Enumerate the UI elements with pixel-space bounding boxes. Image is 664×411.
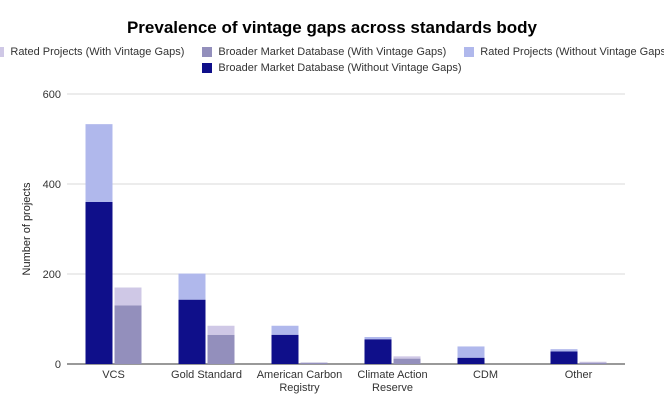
y-tick-label: 200 — [43, 269, 61, 281]
bar-1-0 — [114, 305, 142, 364]
legend-item-rated-without-gaps[interactable]: Rated Projects (Without Vintage Gaps) — [464, 46, 664, 58]
bar-0-3 — [393, 356, 421, 359]
legend-label: Rated Projects (Without Vintage Gaps) — [480, 46, 664, 58]
x-tick-label: American Carbon — [257, 369, 343, 381]
bar-2-4 — [457, 346, 485, 358]
legend: Rated Projects (With Vintage Gaps) Broad… — [0, 46, 664, 78]
x-tick-label: CDM — [473, 369, 498, 381]
y-tick-label: 400 — [43, 179, 61, 191]
bar-1-3 — [393, 358, 421, 364]
bar-3-4 — [457, 357, 485, 364]
legend-item-rated-with-gaps[interactable]: Rated Projects (With Vintage Gaps) — [0, 46, 184, 58]
x-tick-label: Reserve — [372, 382, 413, 394]
x-tick-label: VCS — [102, 369, 125, 381]
x-tick-label: Other — [565, 369, 593, 381]
bar-3-2 — [271, 334, 299, 364]
bar-2-1 — [178, 273, 206, 300]
bar-2-5 — [550, 349, 578, 352]
bar-0-5 — [579, 361, 607, 363]
bar-0-0 — [114, 287, 142, 306]
legend-swatch — [464, 47, 475, 57]
y-axis-title: Number of projects — [21, 182, 33, 275]
legend-item-broader-without-gaps[interactable]: Broader Market Database (Without Vintage… — [202, 62, 462, 74]
legend-item-broader-with-gaps[interactable]: Broader Market Database (With Vintage Ga… — [202, 46, 446, 58]
chart-title: Prevalence of vintage gaps across standa… — [126, 18, 538, 37]
bar-0-1 — [207, 325, 235, 335]
y-tick-label: 0 — [55, 359, 61, 371]
x-tick-label: Registry — [279, 382, 320, 394]
bar-1-5 — [579, 362, 607, 364]
bar-3-5 — [550, 351, 578, 364]
legend-swatch — [0, 47, 5, 57]
bar-3-0 — [85, 202, 113, 364]
x-tick-label: Gold Standard — [171, 369, 242, 381]
legend-row-2: Broader Market Database (Without Vintage… — [0, 62, 664, 74]
legend-swatch — [202, 47, 213, 57]
legend-row-1: Rated Projects (With Vintage Gaps) Broad… — [0, 46, 664, 58]
legend-swatch — [202, 63, 213, 73]
bar-2-2 — [271, 325, 299, 335]
y-tick-label: 600 — [43, 89, 61, 101]
bar-1-1 — [207, 334, 235, 364]
bar-3-1 — [178, 299, 206, 364]
bar-3-3 — [364, 339, 392, 364]
legend-label: Broader Market Database (Without Vintage… — [218, 62, 462, 74]
bar-2-0 — [85, 124, 113, 202]
x-tick-label: Climate Action — [357, 369, 427, 381]
bar-2-3 — [364, 337, 392, 340]
bar-1-2 — [300, 362, 328, 364]
legend-label: Broader Market Database (With Vintage Ga… — [218, 46, 447, 58]
legend-label: Rated Projects (With Vintage Gaps) — [10, 46, 185, 58]
